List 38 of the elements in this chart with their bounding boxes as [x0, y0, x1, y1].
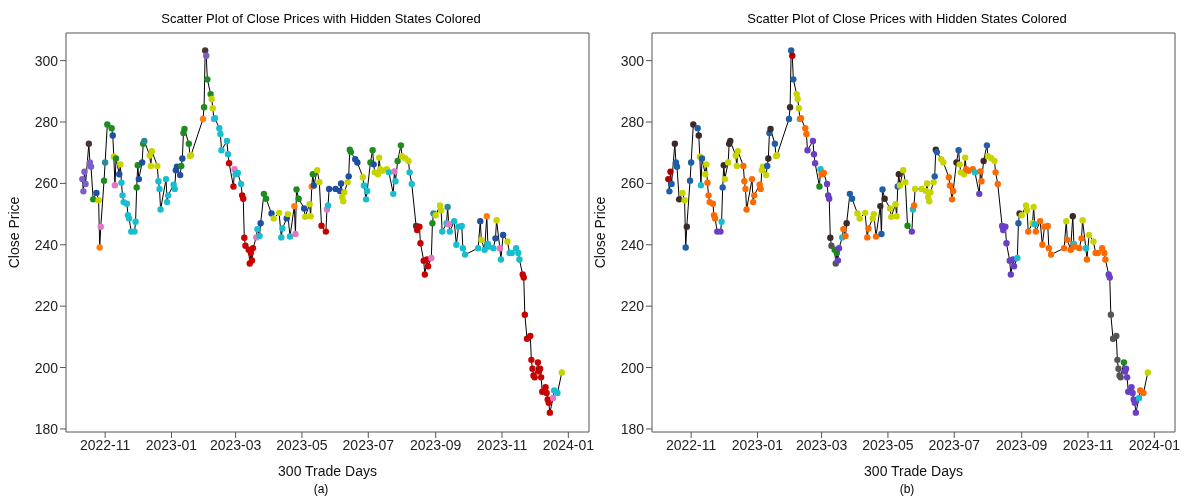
- y-tick-label: 240: [620, 236, 645, 253]
- x-tick-label: 2022-11: [665, 436, 717, 453]
- y-axis-title: Close Price: [591, 196, 608, 269]
- y-tick-label: 300: [34, 52, 59, 69]
- x-tick-label: 2023-09: [409, 436, 462, 453]
- x-tick-label: 2023-05: [862, 436, 914, 453]
- x-tick-label: 2024-01: [542, 436, 595, 453]
- chart-title: Scatter Plot of Close Prices with Hidden States Colored: [747, 10, 1067, 28]
- x-tick-label: 2024-01: [1128, 436, 1181, 453]
- y-tick-label: 240: [34, 236, 59, 253]
- x-axis-title: 300 Trade Days: [864, 463, 963, 479]
- text: (b): [899, 482, 915, 496]
- x-tick-label: 2023-11: [476, 436, 528, 453]
- x-tick-label: 2023-07: [928, 436, 981, 453]
- x-tick-label: 2023-03: [795, 436, 848, 453]
- y-tick-label: 200: [620, 359, 645, 376]
- x-tick-label: 2023-01: [731, 436, 784, 453]
- text: (a): [313, 482, 329, 496]
- y-tick-label: 200: [34, 359, 59, 376]
- y-tick-label: 260: [34, 175, 59, 192]
- chart-title: Scatter Plot of Close Prices with Hidden States Colored: [161, 10, 481, 28]
- y-tick-label: 220: [34, 298, 59, 315]
- y-tick-label: 180: [620, 420, 645, 437]
- y-axis-title: Close Price: [5, 196, 22, 269]
- x-tick-label: 2023-03: [209, 436, 262, 453]
- y-tick-label: 220: [620, 298, 645, 315]
- x-axis-title: 300 Trade Days: [278, 463, 377, 479]
- x-tick-label: 2023-11: [1062, 436, 1114, 453]
- x-tick-label: 2023-07: [342, 436, 395, 453]
- y-tick-label: 180: [34, 420, 59, 437]
- y-tick-label: 300: [620, 52, 645, 69]
- x-tick-label: 2022-11: [79, 436, 131, 453]
- y-tick-label: 280: [34, 113, 59, 130]
- y-tick-label: 260: [620, 175, 645, 192]
- x-tick-label: 2023-09: [995, 436, 1048, 453]
- x-tick-label: 2023-05: [276, 436, 328, 453]
- x-tick-label: 2023-01: [145, 436, 198, 453]
- y-tick-label: 280: [620, 113, 645, 130]
